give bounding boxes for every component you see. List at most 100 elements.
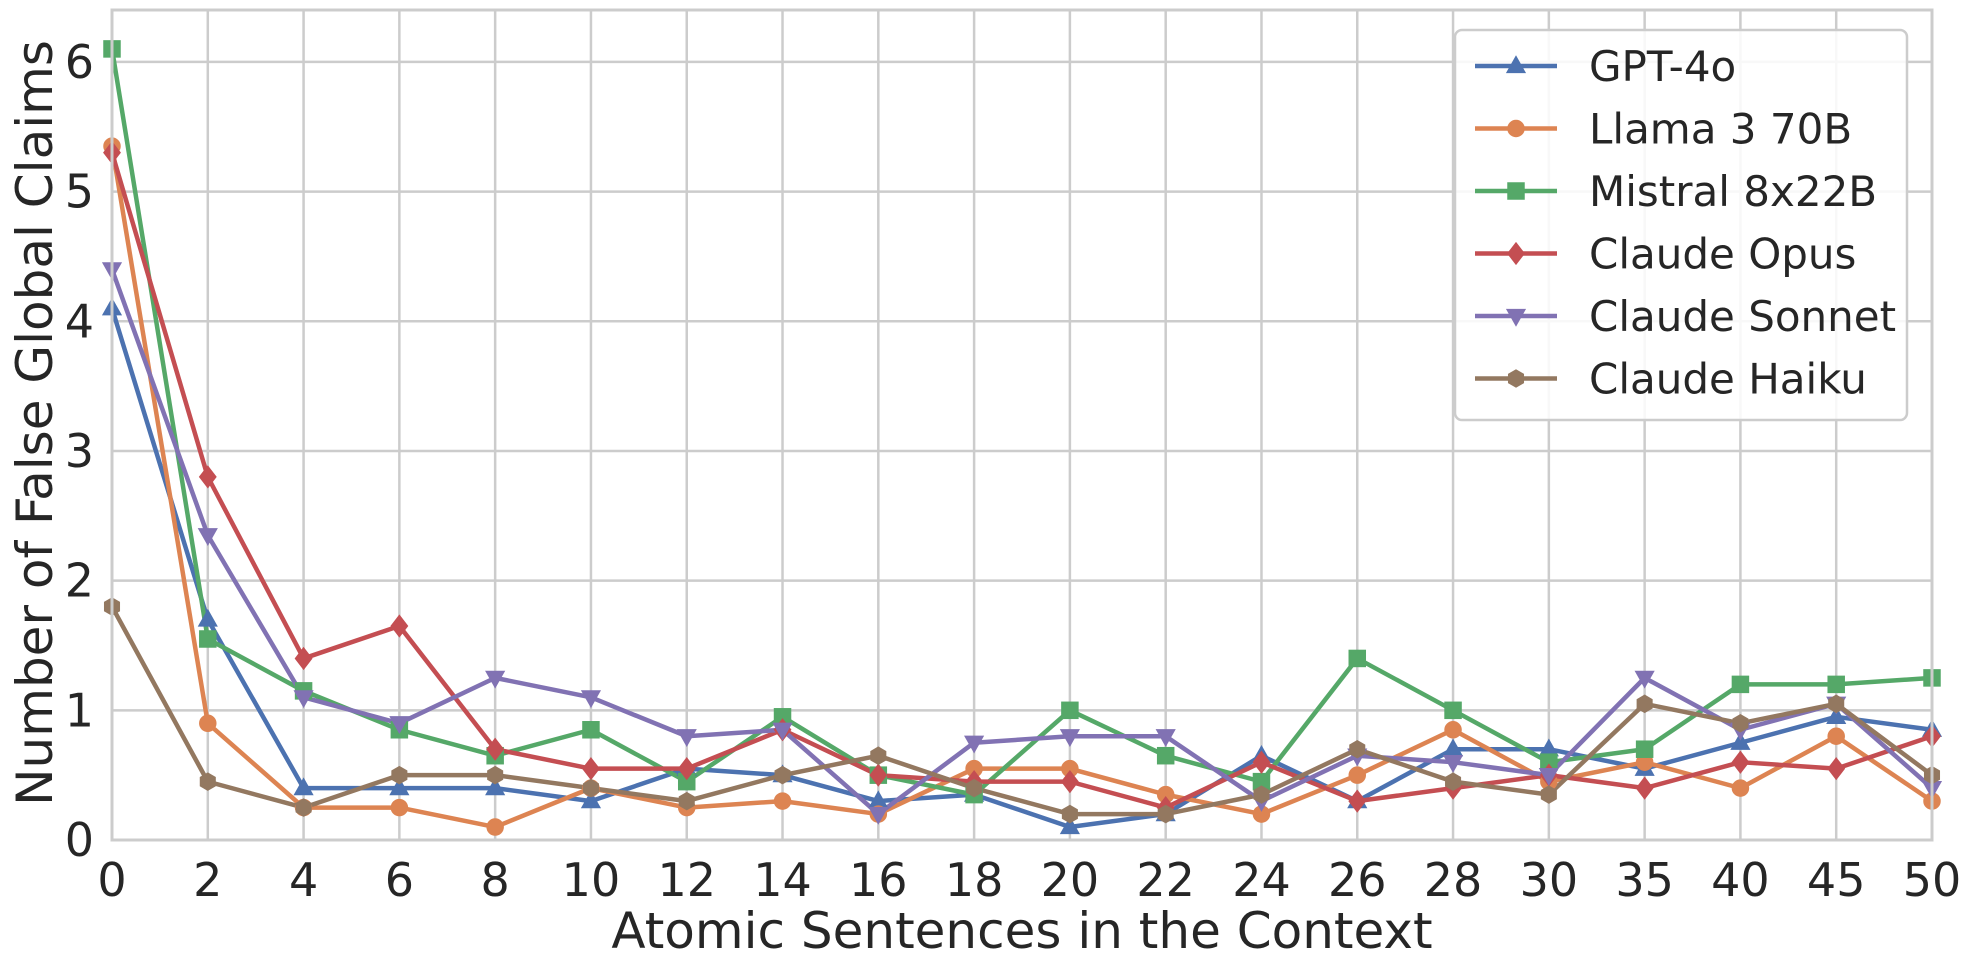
x-tick-label: 8 [481,853,510,907]
data-point-claude-opus [198,465,217,489]
legend-marker-claude-haiku [1507,369,1525,388]
data-point-claude-haiku [1445,772,1462,791]
data-point-llama-3-70b [1827,727,1845,745]
data-point-claude-sonnet [1538,768,1559,786]
data-point-claude-opus [294,646,313,671]
x-tick-label: 12 [657,853,716,907]
data-point-claude-sonnet [1155,729,1176,747]
data-point-mistral-8x22b [199,630,217,648]
legend-label-claude-sonnet: Claude Sonnet [1589,292,1896,341]
grid-lines [110,10,1934,842]
data-point-gpt-4o [485,777,506,796]
x-tick-label: 50 [1903,853,1962,907]
data-point-claude-sonnet [964,735,985,754]
y-tick-label: 1 [65,683,94,737]
data-point-claude-opus [582,757,600,781]
y-axis-title: Number of False Global Claims [6,40,64,806]
data-point-llama-3-70b [486,818,504,836]
data-point-claude-opus [486,737,505,761]
series-line-claude-sonnet [109,268,1934,817]
x-tick-label: 20 [1041,853,1100,907]
data-point-claude-opus [1252,750,1271,774]
x-tick-label: 26 [1328,853,1387,907]
data-point-claude-haiku [678,791,695,811]
data-point-claude-haiku [1253,785,1270,804]
y-tick-label: 2 [65,554,94,608]
legend-label-llama-3-70b: Llama 3 70B [1589,105,1852,154]
data-point-claude-sonnet [676,729,697,747]
x-tick-label: 16 [849,853,908,907]
x-tick-label: 30 [1520,853,1579,907]
data-point-claude-opus [869,763,888,787]
legend-label-gpt-4o: GPT-4o [1589,42,1736,91]
data-point-gpt-4o [389,777,410,796]
legend-marker-gpt-4o [1505,55,1527,74]
legend: GPT-4o Llama 3 70B Mistral 8x22B Claude Opu… [1453,28,1909,422]
data-point-claude-haiku [1349,739,1366,759]
series-line-mistral-8x22b [109,48,1933,797]
y-tick-label: 0 [65,813,94,867]
data-point-claude-haiku [870,746,887,765]
data-point-claude-haiku [391,765,408,785]
data-point-claude-sonnet [772,722,793,741]
data-point-gpt-4o [197,608,218,627]
data-point-mistral-8x22b [1731,675,1750,694]
data-point-claude-opus [1827,757,1846,781]
legend-marker-claude-sonnet [1505,308,1527,327]
data-point-claude-haiku [487,765,504,785]
data-point-claude-sonnet [1059,729,1080,747]
legend-marker-claude-opus [1507,241,1525,266]
x-tick-label: 2 [193,853,222,907]
data-point-llama-3-70b [773,792,792,810]
series-line-claude-opus [109,152,1933,810]
x-tick-label: 22 [1136,853,1195,907]
x-tick-label: 45 [1807,853,1866,907]
data-point-llama-3-70b [390,798,409,817]
legend-label-mistral-8x22b: Mistral 8x22B [1589,167,1877,216]
series-line-llama-3-70b [109,145,1934,830]
data-point-claude-sonnet [293,690,314,709]
data-point-claude-haiku [295,798,312,817]
series-lines [109,48,1934,830]
legend-label-claude-opus: Claude Opus [1589,230,1856,279]
legend-label-claude-haiku: Claude Haiku [1589,355,1867,404]
x-tick-label: 35 [1615,853,1674,907]
data-point-mistral-8x22b [1061,701,1079,720]
data-point-gpt-4o [580,790,602,809]
x-tick-label: 6 [385,853,414,907]
x-tick-label: 0 [97,853,126,907]
x-tick-label: 10 [562,853,621,907]
x-tick-label: 28 [1424,853,1483,907]
data-point-claude-opus [677,757,696,781]
y-tick-label: 4 [65,294,94,348]
legend-marker-mistral-8x22b [1507,182,1525,200]
y-tick-labels: 0 1 2 3 4 5 6 [65,35,94,867]
series-markers [101,40,1943,836]
data-point-mistral-8x22b [582,721,600,739]
data-point-llama-3-70b [1444,721,1462,739]
data-point-claude-haiku [199,772,216,791]
y-tick-label: 6 [65,35,94,89]
data-point-llama-3-70b [1348,766,1367,784]
data-point-gpt-4o [293,777,314,796]
data-point-claude-opus [1060,770,1079,794]
x-axis-title: Atomic Sentences in the Context [611,902,1432,960]
data-point-claude-opus [390,614,409,638]
data-point-claude-haiku [1061,804,1078,824]
data-point-gpt-4o [1059,816,1080,835]
data-point-claude-sonnet [389,716,410,735]
legend-box [1453,28,1909,422]
x-tick-label: 4 [289,853,318,907]
data-point-claude-haiku [1540,785,1557,804]
data-point-claude-opus [1348,789,1367,813]
data-point-mistral-8x22b [1635,740,1654,758]
data-point-claude-haiku [582,778,599,798]
x-tick-label: 40 [1711,853,1770,907]
data-point-claude-sonnet [1442,755,1464,773]
data-point-llama-3-70b [1731,779,1750,797]
data-point-gpt-4o [1826,706,1847,724]
data-point-claude-haiku [966,778,983,798]
data-point-gpt-4o [1730,732,1751,750]
data-point-claude-opus [1731,750,1750,774]
